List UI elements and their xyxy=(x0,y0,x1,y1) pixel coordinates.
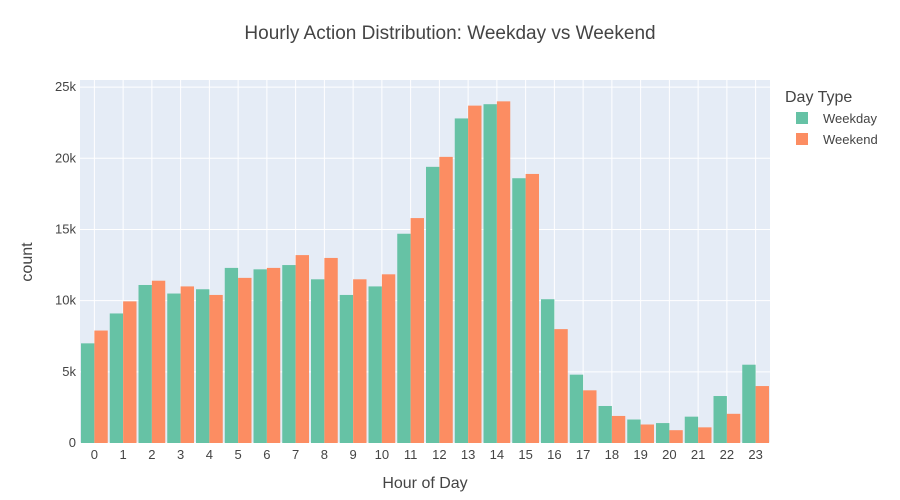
bar-weekend-hour-23[interactable] xyxy=(755,386,769,443)
x-tick-label: 15 xyxy=(518,447,532,462)
bar-weekend-hour-17[interactable] xyxy=(583,390,597,443)
bar-weekend-hour-8[interactable] xyxy=(324,257,338,443)
bar-weekend-hour-19[interactable] xyxy=(640,424,654,443)
legend-title: Day Type xyxy=(785,89,852,106)
x-tick-label: 0 xyxy=(91,447,98,462)
bar-weekend-hour-18[interactable] xyxy=(611,415,626,443)
bar-weekend-hour-22[interactable] xyxy=(726,413,741,443)
chart-title: Hourly Action Distribution: Weekday vs W… xyxy=(244,23,655,44)
x-tick-label: 7 xyxy=(292,447,299,462)
x-tick-label: 5 xyxy=(235,447,242,462)
legend-swatch-weekday xyxy=(796,112,808,124)
x-tick-label: 21 xyxy=(691,447,705,462)
bar-weekday-hour-3[interactable] xyxy=(167,293,181,443)
bar-weekend-hour-3[interactable] xyxy=(180,286,194,443)
bar-weekday-hour-20[interactable] xyxy=(656,423,670,443)
y-tick-label: 15k xyxy=(55,221,76,236)
bar-weekend-hour-9[interactable] xyxy=(353,279,367,443)
bar-weekday-hour-1[interactable] xyxy=(109,313,124,443)
legend-item-weekend[interactable]: Weekend xyxy=(796,132,878,147)
y-tick-label: 25k xyxy=(55,79,76,94)
legend: Day Type Weekday Weekend xyxy=(785,89,878,147)
x-tick-label: 8 xyxy=(321,447,328,462)
legend-label-weekday: Weekday xyxy=(823,111,877,126)
x-axis-label: Hour of Day xyxy=(382,475,467,492)
x-tick-label: 3 xyxy=(177,447,184,462)
bar-weekend-hour-21[interactable] xyxy=(698,427,712,443)
bar-weekday-hour-22[interactable] xyxy=(713,396,727,443)
bar-weekend-hour-7[interactable] xyxy=(295,255,309,443)
bar-weekday-hour-2[interactable] xyxy=(138,284,152,443)
x-tick-label: 12 xyxy=(432,447,446,462)
bar-weekday-hour-17[interactable] xyxy=(569,374,584,443)
y-tick-label: 0 xyxy=(69,435,76,450)
legend-label-weekend: Weekend xyxy=(823,132,878,147)
bar-weekday-hour-13[interactable] xyxy=(454,118,469,443)
y-tick-label: 20k xyxy=(55,150,76,165)
x-tick-label: 19 xyxy=(633,447,647,462)
bar-weekday-hour-9[interactable] xyxy=(339,294,354,443)
bar-weekday-hour-14[interactable] xyxy=(483,104,497,443)
bar-weekend-hour-10[interactable] xyxy=(381,274,396,443)
y-tick-label: 10k xyxy=(55,293,76,308)
bar-weekday-hour-6[interactable] xyxy=(253,269,267,443)
x-tick-label: 20 xyxy=(662,447,676,462)
legend-swatch-weekend xyxy=(796,133,808,145)
y-axis-label: count xyxy=(19,242,36,282)
bar-weekend-hour-1[interactable] xyxy=(123,301,137,443)
x-tick-labels: 0 1 2 3 4 5 6 7 8 9 10 11 12 13 14 15 16 17 18 19 20 21 22 23 xyxy=(91,447,763,462)
x-tick-label: 6 xyxy=(263,447,270,462)
bar-weekend-hour-5[interactable] xyxy=(238,277,252,443)
x-tick-label: 18 xyxy=(605,447,619,462)
bar-weekday-hour-8[interactable] xyxy=(311,279,325,443)
bar-weekday-hour-21[interactable] xyxy=(684,416,699,443)
x-tick-label: 2 xyxy=(148,447,155,462)
bar-weekday-hour-15[interactable] xyxy=(512,178,526,444)
bar-weekday-hour-4[interactable] xyxy=(196,289,210,443)
x-tick-label: 11 xyxy=(404,447,418,462)
bar-weekday-hour-18[interactable] xyxy=(598,405,612,443)
legend-item-weekday[interactable]: Weekday xyxy=(796,111,877,126)
x-tick-label: 22 xyxy=(720,447,734,462)
plot-background xyxy=(80,80,770,443)
bar-weekend-hour-2[interactable] xyxy=(151,280,166,443)
bars xyxy=(81,101,769,444)
x-tick-label: 1 xyxy=(120,447,127,462)
bar-weekend-hour-6[interactable] xyxy=(266,267,281,443)
bar-weekend-hour-13[interactable] xyxy=(468,105,482,443)
x-tick-label: 17 xyxy=(576,447,590,462)
x-tick-label: 4 xyxy=(206,447,213,462)
y-tick-label: 5k xyxy=(62,364,76,379)
x-tick-label: 10 xyxy=(375,447,389,462)
x-tick-label: 14 xyxy=(490,447,504,462)
bar-weekend-hour-20[interactable] xyxy=(669,430,683,443)
x-tick-label: 23 xyxy=(748,447,762,462)
bar-weekday-hour-7[interactable] xyxy=(282,265,296,443)
bar-weekend-hour-12[interactable] xyxy=(439,156,453,443)
x-tick-label: 9 xyxy=(350,447,357,462)
bar-weekday-hour-5[interactable] xyxy=(224,267,239,443)
bar-weekend-hour-4[interactable] xyxy=(209,294,223,443)
bar-weekday-hour-11[interactable] xyxy=(397,233,411,443)
x-tick-label: 16 xyxy=(547,447,561,462)
y-tick-labels: 0 5k 10k 15k 20k 25k xyxy=(55,79,76,450)
bar-weekday-hour-12[interactable] xyxy=(426,166,440,443)
bar-weekday-hour-10[interactable] xyxy=(368,286,382,443)
bar-weekday-hour-23[interactable] xyxy=(742,364,756,443)
bar-weekend-hour-14[interactable] xyxy=(496,101,511,444)
bar-weekend-hour-15[interactable] xyxy=(525,173,539,443)
x-tick-label: 13 xyxy=(461,447,475,462)
bar-weekend-hour-16[interactable] xyxy=(554,329,568,443)
bar-weekday-hour-16[interactable] xyxy=(541,299,555,443)
bar-weekend-hour-11[interactable] xyxy=(410,218,424,443)
bar-weekday-hour-0[interactable] xyxy=(81,343,95,443)
bar-weekday-hour-19[interactable] xyxy=(627,419,641,443)
bar-weekend-hour-0[interactable] xyxy=(94,330,108,443)
